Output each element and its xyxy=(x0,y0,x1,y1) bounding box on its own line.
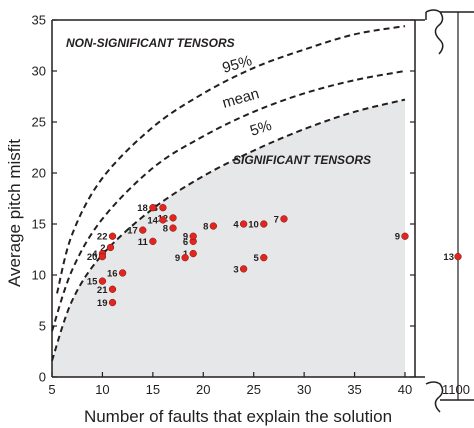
data-point-label: 9 xyxy=(183,232,188,243)
x-tick-label: 5 xyxy=(48,382,55,397)
curve-1 xyxy=(51,70,406,332)
data-point xyxy=(181,254,189,262)
significant-region xyxy=(52,99,405,377)
data-point xyxy=(149,204,157,212)
data-point-label: 8 xyxy=(203,222,208,233)
x-tick-label: 10 xyxy=(95,382,109,397)
x-tick-label: 40 xyxy=(398,382,412,397)
data-point-label: 9 xyxy=(395,232,400,243)
data-point xyxy=(260,220,268,228)
data-point-label: 9 xyxy=(175,253,180,264)
data-point-label: 6 xyxy=(183,237,188,248)
curve-2 xyxy=(51,98,406,362)
y-tick-label: 20 xyxy=(32,166,46,181)
y-tick-label: 35 xyxy=(32,13,46,28)
data-point-label: 4 xyxy=(92,249,98,260)
region-label-significant: SIGNIFICANT TENSORS xyxy=(233,153,371,167)
curve-label-95: 95% xyxy=(220,52,254,77)
data-point-label: 17 xyxy=(127,226,138,237)
data-point xyxy=(209,222,218,230)
data-point xyxy=(239,265,248,273)
data-point-label: 20 xyxy=(87,252,98,263)
data-point xyxy=(189,232,197,240)
data-point-label: 13 xyxy=(443,252,454,263)
data-point xyxy=(108,298,117,307)
data-point-label: 8 xyxy=(163,224,168,235)
data-points: 1233445678899910111213141516171819202122 xyxy=(87,203,462,309)
data-point xyxy=(169,224,177,232)
y-tick-label: 15 xyxy=(32,217,46,232)
data-point-label: 19 xyxy=(97,298,108,309)
x-tick-label: 35 xyxy=(347,382,361,397)
data-point xyxy=(280,215,288,223)
y-tick-label: 0 xyxy=(39,370,46,385)
curve-label-mean: mean xyxy=(220,85,261,112)
data-point-label: 4 xyxy=(233,220,239,231)
y-tick-labels: 0 5 10 15 20 25 30 35 xyxy=(32,13,46,385)
data-point xyxy=(98,252,107,261)
data-point xyxy=(239,220,248,228)
data-point-label: 11 xyxy=(138,237,149,248)
x-axis-title: Number of faults that explain the soluti… xyxy=(84,407,392,426)
data-point xyxy=(159,204,167,212)
x-tick-label: 15 xyxy=(146,382,160,397)
data-point xyxy=(401,232,409,240)
y-tick-label: 5 xyxy=(39,319,46,334)
data-point xyxy=(139,226,147,234)
data-point-label: 22 xyxy=(97,232,108,243)
curve-label-5: 5% xyxy=(248,117,274,140)
x-tick-label: 25 xyxy=(246,382,260,397)
data-point xyxy=(454,252,462,261)
y-axis-title: Average pitch misfit xyxy=(5,139,24,287)
x-tick-label-break: 1100 xyxy=(442,382,470,397)
data-point xyxy=(169,214,177,222)
data-point xyxy=(98,277,107,285)
curves xyxy=(51,25,406,362)
data-point xyxy=(260,254,268,262)
data-point-label: 14 xyxy=(147,215,158,226)
data-point xyxy=(159,216,167,224)
data-point-label: 15 xyxy=(87,277,98,288)
data-point xyxy=(118,269,127,277)
data-point xyxy=(189,249,197,258)
axes xyxy=(51,9,474,413)
data-point xyxy=(108,285,117,293)
curve-0 xyxy=(56,25,406,294)
x-tick-label: 20 xyxy=(196,382,210,397)
data-point-label: 2 xyxy=(100,243,105,254)
y-tick-label: 25 xyxy=(32,115,46,130)
axis-break-bottom xyxy=(425,381,444,413)
data-point xyxy=(149,237,157,245)
data-point-label: 5 xyxy=(254,253,260,264)
data-point xyxy=(106,243,115,252)
data-point-label: 3 xyxy=(233,264,238,275)
x-tick-label: 30 xyxy=(297,382,311,397)
axis-break-top xyxy=(425,9,444,55)
y-tick-label: 10 xyxy=(32,268,46,283)
data-point-label: 7 xyxy=(274,214,279,225)
data-point-label: 10 xyxy=(248,220,259,231)
data-point xyxy=(108,232,117,240)
y-tick-label: 30 xyxy=(32,64,46,79)
region-label-non-significant: NON-SIGNIFICANT TENSORS xyxy=(66,36,235,50)
data-point-label: 18 xyxy=(137,203,148,214)
data-point-label: 21 xyxy=(97,285,108,296)
x-tick-labels: 5 10 15 20 25 30 35 40 1100 xyxy=(48,382,470,397)
data-point-label: 16 xyxy=(107,268,118,279)
